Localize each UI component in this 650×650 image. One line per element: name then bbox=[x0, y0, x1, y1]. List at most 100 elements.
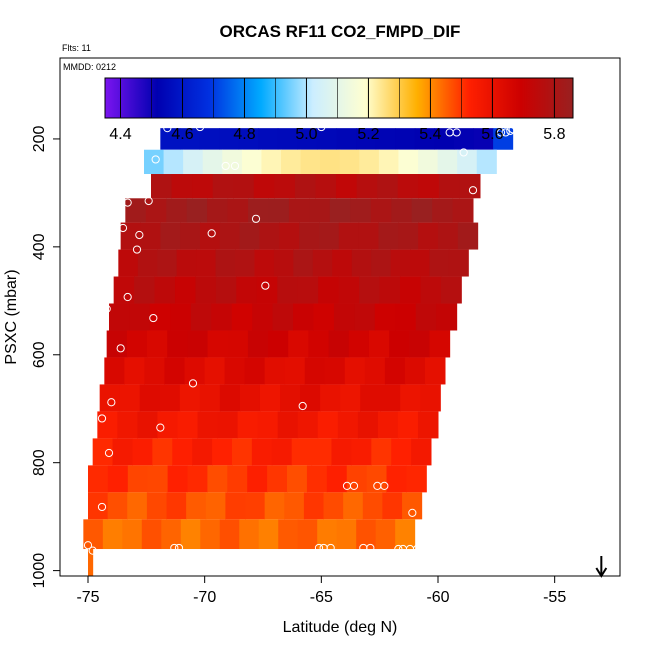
heatmap-cell bbox=[252, 303, 274, 331]
heatmap-cell bbox=[358, 222, 379, 250]
heatmap-cell bbox=[397, 411, 419, 439]
data-point bbox=[149, 313, 158, 323]
heatmap-cell bbox=[277, 128, 298, 150]
data-point bbox=[188, 379, 198, 388]
heatmap-cell bbox=[167, 465, 189, 493]
x-tick-label: -60 bbox=[426, 589, 449, 606]
heatmap-cell bbox=[118, 249, 139, 277]
heatmap-cell bbox=[258, 128, 279, 150]
data-point bbox=[326, 543, 335, 553]
heatmap-cell bbox=[336, 174, 358, 199]
heatmap-cell bbox=[199, 384, 221, 412]
heatmap-cell bbox=[329, 198, 351, 223]
heatmap-cell bbox=[473, 128, 494, 150]
heatmap-cell bbox=[316, 128, 337, 150]
heatmap-cell bbox=[331, 438, 352, 466]
date-label: MMDD: 0212 bbox=[63, 62, 116, 72]
heatmap-cell bbox=[339, 149, 360, 175]
heatmap-cell bbox=[366, 465, 388, 493]
heatmap-cell bbox=[259, 384, 281, 412]
chart-title: ORCAS RF11 CO2_FMPD_DIF bbox=[220, 22, 461, 41]
heatmap-cell bbox=[317, 411, 339, 439]
data-point bbox=[412, 544, 422, 554]
data-point bbox=[116, 344, 125, 353]
colorbar-tick-label: 4.4 bbox=[109, 126, 131, 143]
heatmap-cell bbox=[200, 222, 221, 250]
data-point bbox=[349, 481, 359, 490]
heatmap-cell bbox=[222, 149, 243, 175]
heatmap-cell bbox=[459, 174, 481, 199]
heatmap-cell bbox=[417, 411, 439, 439]
heatmap-cell bbox=[351, 438, 372, 466]
data-point bbox=[207, 229, 216, 238]
heatmap-cell bbox=[319, 222, 340, 250]
data-point bbox=[501, 128, 510, 137]
heatmap-cell bbox=[171, 174, 193, 199]
heatmap-cell bbox=[273, 249, 294, 277]
heatmap-cell bbox=[291, 438, 313, 466]
heatmap-cell bbox=[179, 384, 201, 412]
heatmap-cell bbox=[272, 303, 294, 331]
x-tick-label: -55 bbox=[543, 589, 566, 606]
data-point bbox=[195, 122, 205, 132]
heatmap-cell bbox=[293, 303, 315, 331]
heatmap-cell bbox=[323, 492, 344, 520]
heatmap-cell bbox=[259, 222, 280, 250]
x-tick-label: -75 bbox=[76, 589, 99, 606]
heatmap-cell bbox=[357, 411, 379, 439]
heatmap-cell bbox=[391, 438, 412, 466]
heatmap-cell bbox=[395, 128, 416, 150]
heatmap-cell bbox=[434, 128, 455, 150]
heatmap-cell bbox=[390, 249, 411, 277]
heatmap-cell bbox=[320, 149, 341, 175]
heatmap-cell bbox=[160, 128, 181, 150]
heatmap-cell bbox=[219, 128, 240, 150]
heatmap-cell bbox=[237, 411, 259, 439]
heatmap-cell bbox=[315, 174, 337, 199]
plot-frame bbox=[59, 57, 621, 577]
heatmap-cell bbox=[144, 149, 165, 175]
heatmap-cell bbox=[268, 198, 290, 223]
data-point bbox=[408, 508, 417, 517]
heatmap-cell bbox=[415, 303, 437, 331]
heatmap-cell bbox=[160, 222, 181, 250]
heatmap-cell bbox=[164, 357, 185, 385]
data-point bbox=[506, 126, 515, 135]
heatmap-cell bbox=[146, 492, 168, 520]
heatmap-cell bbox=[313, 303, 335, 331]
x-tick-label: -65 bbox=[310, 589, 333, 606]
heatmap-cell bbox=[320, 384, 341, 412]
heatmap-cell bbox=[420, 384, 441, 412]
y-tick-label: 800 bbox=[31, 449, 48, 476]
heatmap-cell bbox=[97, 411, 118, 439]
heatmap-cell bbox=[359, 149, 380, 175]
data-point bbox=[151, 155, 160, 164]
y-tick-label: 1000 bbox=[31, 553, 48, 589]
heatmap-cell bbox=[346, 465, 368, 493]
heatmap-cell bbox=[207, 198, 229, 223]
heatmap-cell bbox=[180, 519, 201, 550]
flights-label: Flts: 11 bbox=[62, 43, 91, 53]
heatmap-cell bbox=[163, 149, 184, 175]
heatmap-cell bbox=[212, 438, 233, 466]
heatmap-cell bbox=[406, 465, 427, 493]
y-tick-label: 400 bbox=[31, 233, 48, 260]
heatmap-cell bbox=[340, 384, 361, 412]
heatmap-cell bbox=[227, 465, 248, 493]
data-point bbox=[123, 198, 132, 207]
colorbar-tick-label: 5.0 bbox=[295, 126, 317, 143]
heatmap-cell bbox=[92, 438, 114, 466]
heatmap-cell bbox=[102, 519, 123, 550]
heatmap-cell bbox=[124, 357, 145, 385]
colorbar-tick-label: 5.4 bbox=[419, 126, 441, 143]
heatmap-cell bbox=[344, 357, 366, 385]
colorbar-gradient bbox=[104, 77, 574, 119]
data-point bbox=[261, 281, 270, 290]
heatmap-cell bbox=[126, 330, 148, 358]
heatmap-cell bbox=[241, 149, 262, 175]
heatmap-cell bbox=[147, 465, 169, 493]
heatmap-cell bbox=[457, 222, 479, 250]
heatmap-cell bbox=[261, 149, 282, 175]
y-axis: 200 400 600 800 1000 bbox=[31, 125, 60, 588]
